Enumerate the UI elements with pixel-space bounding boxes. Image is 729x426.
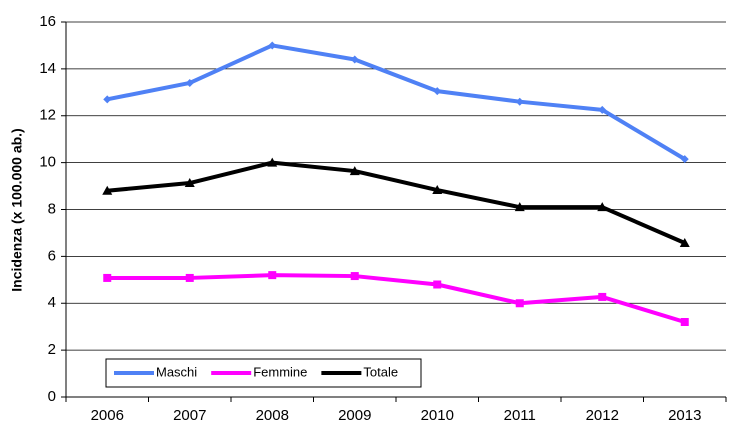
marker xyxy=(515,97,524,106)
marker xyxy=(514,202,525,212)
y-tick-label: 16 xyxy=(39,13,56,30)
y-tick-label: 2 xyxy=(48,341,56,358)
x-tick-label: 2010 xyxy=(421,407,454,424)
marker xyxy=(597,202,608,212)
y-tick-label: 0 xyxy=(48,388,56,405)
legend-label: Maschi xyxy=(156,364,197,379)
series-line xyxy=(107,160,686,245)
y-tick-label: 10 xyxy=(39,154,56,171)
marker xyxy=(350,55,359,64)
y-tick-label: 8 xyxy=(48,200,56,217)
marker xyxy=(598,292,607,301)
series-line xyxy=(107,273,686,324)
legend-label: Femmine xyxy=(253,364,307,379)
y-tick-label: 6 xyxy=(48,247,56,264)
marker xyxy=(268,41,277,50)
marker xyxy=(515,299,524,308)
y-tick-label: 4 xyxy=(48,294,56,311)
marker xyxy=(185,78,194,87)
x-tick-label: 2011 xyxy=(504,407,536,424)
marker xyxy=(680,155,689,164)
x-tick-label: 2008 xyxy=(256,407,289,424)
x-tick-label: 2009 xyxy=(338,407,371,424)
series-line xyxy=(106,43,686,161)
marker xyxy=(267,157,278,167)
marker xyxy=(349,166,360,176)
marker xyxy=(185,273,194,282)
marker xyxy=(268,271,277,280)
marker xyxy=(102,185,113,195)
marker xyxy=(350,272,359,281)
legend-label: Totale xyxy=(363,364,398,379)
legend: Maschi Femmine Totale xyxy=(105,358,422,388)
marker xyxy=(184,178,195,188)
y-axis-title: Incidenza (x 100.000 ab.) xyxy=(9,128,25,291)
legend-box xyxy=(105,358,422,388)
marker xyxy=(433,280,442,289)
marker xyxy=(432,185,443,195)
marker xyxy=(679,238,690,248)
y-tick-label: 14 xyxy=(39,60,56,77)
x-tick-label: 2007 xyxy=(173,407,206,424)
marker xyxy=(103,95,112,104)
marker xyxy=(598,105,607,114)
marker xyxy=(103,273,112,282)
y-tick-label: 12 xyxy=(39,107,56,124)
marker xyxy=(680,318,689,326)
marker xyxy=(433,87,442,96)
x-tick-label: 2012 xyxy=(586,407,619,424)
x-tick-label: 2013 xyxy=(668,407,701,424)
x-tick-label: 2006 xyxy=(91,407,124,424)
